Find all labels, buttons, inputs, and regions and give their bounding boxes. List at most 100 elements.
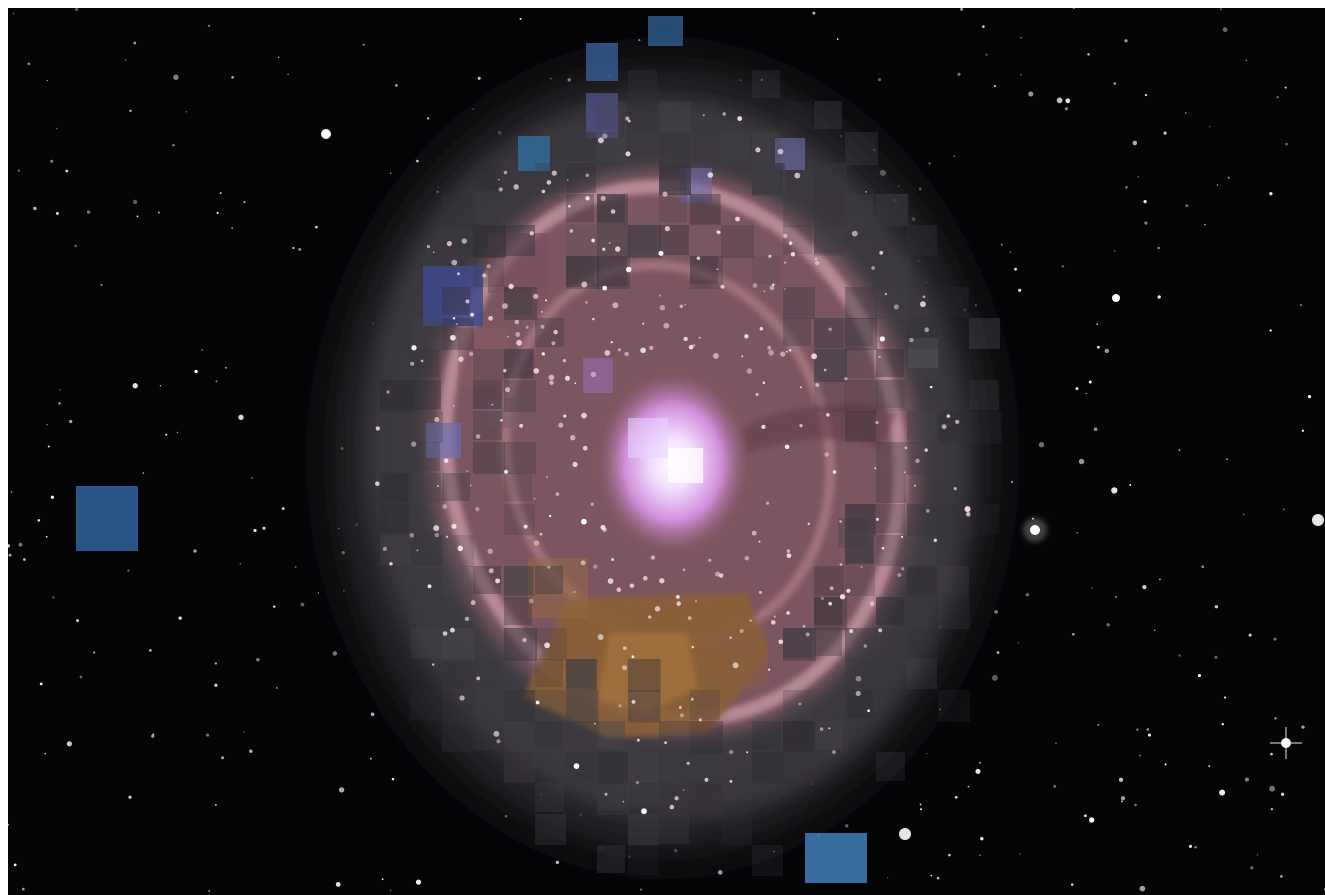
star xyxy=(221,756,225,760)
mosaic-tile xyxy=(504,566,532,594)
mosaic-tile xyxy=(504,752,534,782)
cluster-star xyxy=(720,284,725,289)
star xyxy=(8,553,12,557)
cluster-star xyxy=(643,576,648,581)
star xyxy=(1065,98,1071,104)
cluster-star xyxy=(771,620,776,625)
cluster-star xyxy=(659,304,666,311)
star xyxy=(27,62,31,66)
mosaic-block xyxy=(583,358,613,393)
cluster-star xyxy=(411,441,417,447)
cluster-star xyxy=(593,564,598,569)
mosaic-tile xyxy=(504,225,535,256)
cluster-star xyxy=(783,233,788,238)
star xyxy=(1124,39,1128,43)
cluster-star xyxy=(659,578,665,584)
star xyxy=(165,433,168,436)
star xyxy=(1163,131,1167,135)
mosaic-tile xyxy=(597,721,625,749)
star xyxy=(1139,754,1141,757)
cluster-star xyxy=(729,636,733,640)
star xyxy=(957,72,961,76)
mosaic-tile xyxy=(597,783,625,811)
star xyxy=(129,109,132,113)
mosaic-tile xyxy=(411,535,440,564)
mosaic-tile xyxy=(845,659,878,692)
star xyxy=(253,528,257,533)
cluster-star xyxy=(863,644,868,648)
star xyxy=(59,389,61,391)
cluster-star xyxy=(409,532,415,538)
star xyxy=(1087,53,1090,56)
star xyxy=(936,876,940,880)
cluster-star xyxy=(541,310,544,313)
star xyxy=(1197,673,1202,678)
mosaic-tile xyxy=(628,845,658,875)
cluster-star xyxy=(828,327,832,332)
cluster-star xyxy=(780,351,786,357)
cluster-star xyxy=(416,549,419,552)
mosaic-tile xyxy=(504,752,534,782)
cluster-star xyxy=(582,445,588,451)
star xyxy=(127,569,130,572)
star xyxy=(1185,204,1189,208)
star xyxy=(17,169,20,172)
star xyxy=(1223,696,1227,699)
mosaic-tile xyxy=(442,225,474,257)
mosaic-tile xyxy=(907,411,940,444)
mosaic-block xyxy=(76,486,138,551)
cluster-star xyxy=(452,317,456,320)
mosaic-tile xyxy=(473,349,504,380)
mosaic-tile xyxy=(845,287,877,319)
mosaic-tile xyxy=(504,349,533,378)
mosaic-tile xyxy=(380,380,409,409)
mosaic-tile xyxy=(814,225,844,255)
cluster-star xyxy=(442,631,448,636)
star xyxy=(86,210,91,214)
cluster-star xyxy=(502,303,508,309)
star xyxy=(157,211,160,214)
star xyxy=(287,73,289,76)
mosaic-block xyxy=(805,833,867,883)
cluster-star xyxy=(618,704,622,708)
mosaic-tile xyxy=(442,659,472,689)
cluster-star xyxy=(771,283,775,287)
mosaic-tile xyxy=(442,628,475,661)
cluster-star xyxy=(761,424,766,430)
cluster-star xyxy=(426,244,431,249)
cluster-star xyxy=(768,254,772,258)
cluster-star xyxy=(433,525,440,532)
star xyxy=(1019,853,1021,855)
mosaic-block xyxy=(628,418,668,458)
cluster-star xyxy=(752,283,758,288)
star xyxy=(93,651,96,654)
mosaic-block xyxy=(648,16,683,46)
cluster-star xyxy=(735,216,740,222)
mosaic-tile xyxy=(814,380,846,412)
cluster-star xyxy=(941,424,947,430)
mosaic-tile xyxy=(876,442,907,473)
cluster-star xyxy=(411,345,417,351)
cluster-star xyxy=(778,639,784,645)
bright-star xyxy=(1112,294,1120,302)
cluster-star xyxy=(562,359,566,363)
cluster-star xyxy=(799,423,803,428)
cluster-star xyxy=(929,385,933,389)
cluster-star xyxy=(641,808,647,815)
cluster-star xyxy=(767,345,772,350)
mosaic-tile xyxy=(473,256,504,287)
star xyxy=(249,749,253,753)
mosaic-tile xyxy=(597,101,626,130)
star xyxy=(1137,176,1139,178)
cluster-star xyxy=(597,634,604,640)
star xyxy=(1097,345,1100,349)
cluster-star xyxy=(590,371,597,378)
star xyxy=(1020,36,1022,39)
star xyxy=(8,544,11,548)
cluster-star xyxy=(839,563,843,566)
cluster-star xyxy=(533,368,540,374)
cluster-star xyxy=(798,702,802,706)
star xyxy=(389,889,392,892)
mosaic-tile xyxy=(535,163,565,193)
mosaic-tile xyxy=(566,256,597,287)
